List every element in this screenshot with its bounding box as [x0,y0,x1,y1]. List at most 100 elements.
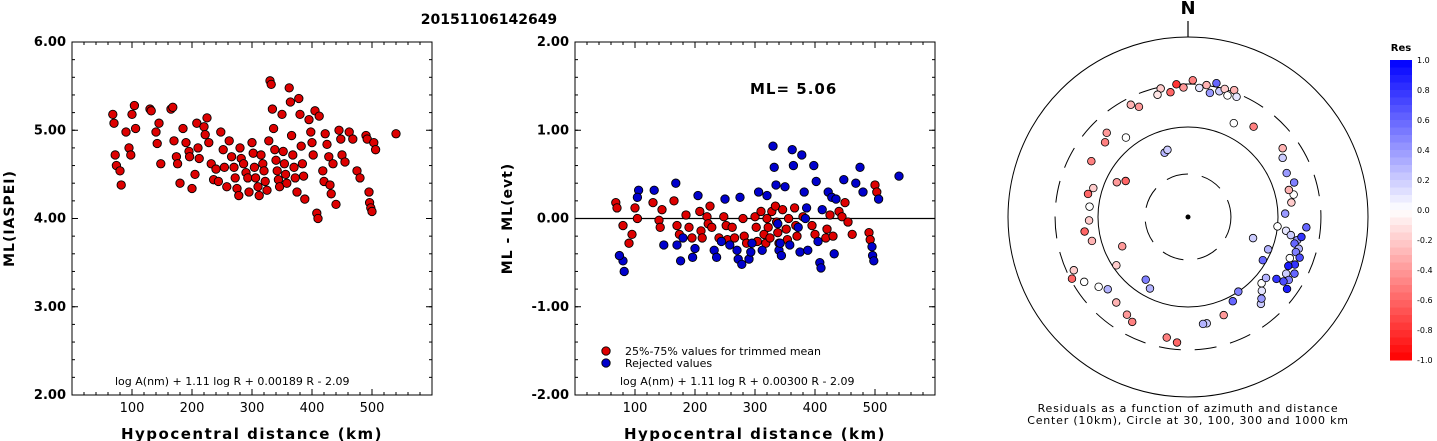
circle-300km [1054,83,1322,351]
data-point [630,203,640,213]
data-point [775,238,785,248]
data-point [669,196,679,206]
colorbar-tick-label: -0.8 [1417,326,1433,335]
colorbar-cell [1390,112,1412,121]
data-point [313,213,323,224]
data-point [193,143,203,153]
data-point [318,166,328,176]
station-point [1103,285,1112,294]
data-point [202,113,212,123]
formula-text: log A(nm) + 1.11 log R + 0.00300 R - 2.0… [620,375,854,388]
data-point [250,173,261,183]
azimuth-panel: N Residuals as a function of azimuth and … [1007,0,1433,427]
data-point [199,122,209,132]
data-point [858,187,868,197]
data-point [306,127,316,137]
data-point [632,192,643,202]
data-point [127,109,137,120]
station-point [1261,273,1271,283]
station-point [1188,76,1197,85]
data-point [773,219,783,229]
colorbar-cell [1390,90,1412,98]
x-tick-label: 200 [683,401,708,416]
station-point [1257,279,1266,288]
data-point [799,187,809,197]
colorbar-cell [1390,180,1412,188]
data-point [324,152,334,162]
station-point [1121,176,1130,186]
data-point [725,240,735,250]
data-point [222,182,232,192]
data-point [154,118,164,128]
data-point [822,224,832,234]
y-tick-label: 1.00 [537,123,569,138]
station-point [1228,297,1237,306]
station-point [1258,256,1268,265]
station-point [1100,138,1110,147]
data-point [282,178,292,188]
data-point [370,145,381,155]
data-point [648,197,658,208]
colorbar-cell [1390,142,1412,151]
data-point [873,194,884,204]
x-tick-label: 300 [240,401,265,416]
data-point [747,238,757,248]
station-point [1172,338,1182,347]
data-point [108,109,118,120]
data-point [253,182,263,192]
data-point [693,190,703,201]
data-point [678,233,688,243]
data-point [262,185,272,195]
data-point [271,155,281,165]
data-point [788,160,799,171]
station-point [1223,91,1232,100]
data-point [671,178,681,188]
data-point [750,212,760,222]
station-point [1219,310,1228,320]
data-point [230,173,240,183]
station-point [1128,317,1137,327]
data-point [286,130,297,141]
y-tick-label: 3.00 [34,300,66,315]
data-point [735,192,745,202]
y-axis-label: ML(IASPEI) [2,170,18,267]
data-point [211,164,221,174]
colorbar-cell [1390,300,1412,308]
data-point [894,171,904,181]
data-point [194,153,204,164]
data-point [807,220,817,231]
data-point [837,212,847,222]
data-point [307,137,317,148]
data-point [855,162,865,172]
data-point [175,178,185,188]
data-point [280,169,291,180]
data-point [218,145,228,155]
station-point [1284,261,1293,271]
data-point [840,197,850,208]
station-point [1295,253,1304,262]
y-tick-label: 6.00 [34,35,66,50]
station-point [1289,178,1299,187]
data-point [294,93,304,104]
station-point [1195,83,1204,93]
data-point [843,217,853,227]
data-point [169,136,179,146]
y-tick-label: 4.00 [34,212,66,227]
data-point [687,233,697,243]
colorbar-cell [1390,285,1412,293]
data-point [367,206,377,217]
x-tick-label: 400 [803,401,828,416]
colorbar-cell [1390,120,1412,128]
data-point [116,180,126,190]
colorbar-cell [1390,127,1412,136]
station-point [1257,294,1266,303]
data-point [777,205,788,215]
x-tick-label: 500 [863,401,888,416]
data-point [746,247,756,257]
y-tick-label: 2.00 [34,388,66,403]
station-point [1118,242,1127,251]
station-point [1080,227,1089,236]
station-point [1257,286,1267,296]
caption-line-2: Center (10km), Circle at 30, 100, 300 an… [1027,414,1349,427]
